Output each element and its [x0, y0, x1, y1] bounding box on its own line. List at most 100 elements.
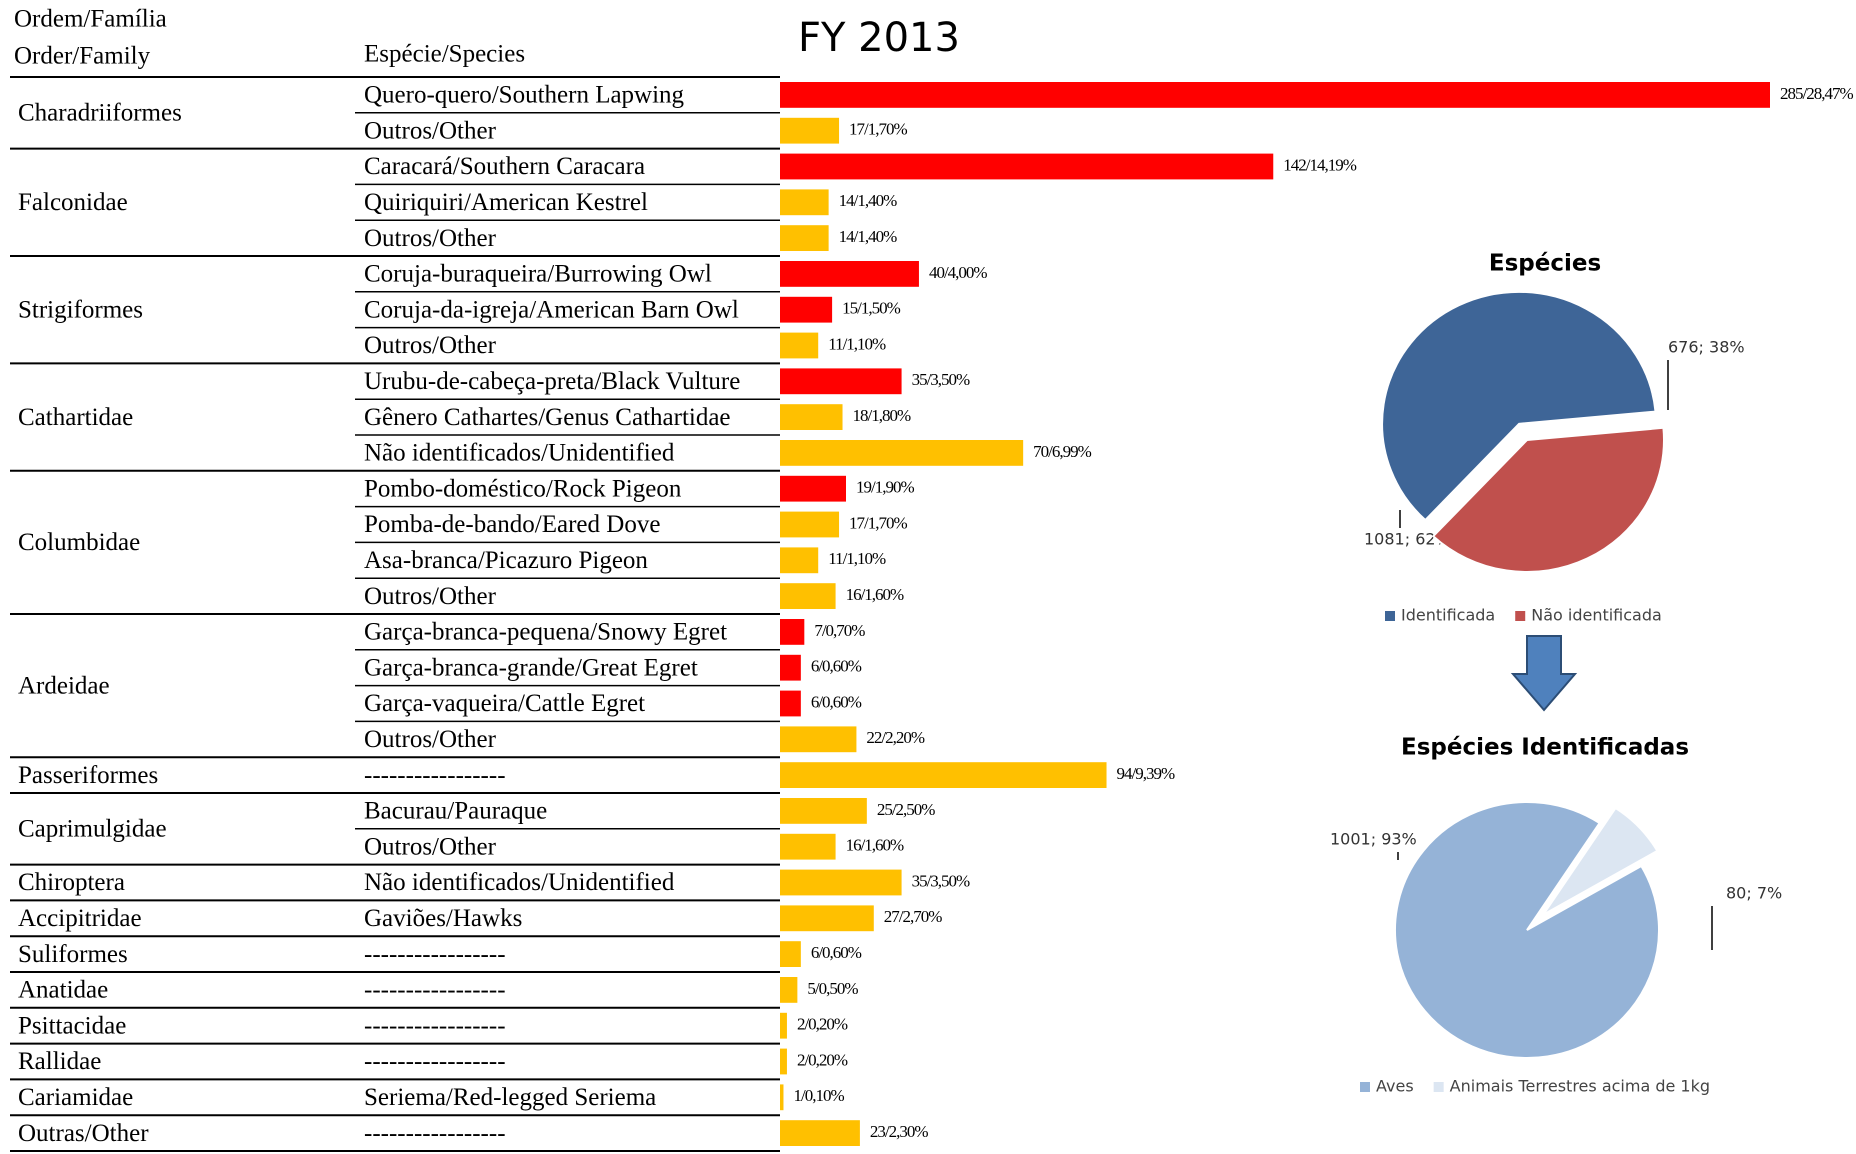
species-header: Espécie/Species — [364, 41, 525, 68]
family-label: Psittacidae — [18, 1012, 126, 1039]
value-label: 6/0,60% — [811, 657, 862, 676]
value-label: 35/3,50% — [912, 871, 970, 890]
value-label: 2/0,20% — [797, 1050, 848, 1069]
family-label: Anatidae — [18, 977, 108, 1004]
value-label: 40/4,00% — [929, 263, 987, 282]
value-label: 1/0,10% — [793, 1086, 844, 1105]
family-header: Ordem/Família — [14, 6, 167, 33]
legend-label: Animais Terrestres acima de 1kg — [1450, 1077, 1710, 1096]
pie-slice — [1394, 801, 1660, 1059]
family-label: Charadriiformes — [18, 100, 182, 127]
value-label: 16/1,60% — [846, 836, 904, 855]
pie-value-label: 80; 7% — [1726, 884, 1782, 903]
value-label: 70/6,99% — [1033, 442, 1091, 461]
bar — [780, 475, 846, 502]
bar — [780, 153, 1274, 180]
bar — [780, 82, 1770, 108]
pie-slice — [1542, 806, 1659, 916]
value-label: 22/2,20% — [866, 728, 924, 747]
family-label: Falconidae — [18, 189, 128, 216]
family-label: Suliformes — [18, 941, 128, 968]
value-label: 7/0,70% — [814, 621, 865, 640]
bar — [780, 833, 836, 860]
species-label: Pomba-de-bando/Eared Dove — [364, 511, 660, 538]
bar — [780, 511, 840, 538]
pie-value-label: 676; 38% — [1668, 338, 1745, 357]
value-label: 14/1,40% — [839, 227, 897, 246]
species-label: Bacurau/Pauraque — [364, 798, 547, 825]
species-label: Caracará/Southern Caracara — [364, 153, 645, 180]
family-label: Strigiformes — [18, 296, 143, 323]
bar — [780, 941, 801, 967]
legend-swatch — [1385, 611, 1395, 621]
value-label: 16/1,60% — [846, 585, 904, 604]
species-label: Outros/Other — [364, 332, 497, 359]
species-label: Outros/Other — [364, 726, 497, 753]
family-label: Outras/Other — [18, 1120, 149, 1147]
bar — [780, 619, 805, 645]
bar — [780, 117, 840, 144]
legend-label: Aves — [1376, 1077, 1414, 1096]
bar — [780, 368, 902, 395]
species-label: Pombo-doméstico/Rock Pigeon — [364, 475, 682, 502]
legend-swatch — [1360, 1082, 1370, 1092]
value-label: 2/0,20% — [797, 1015, 848, 1034]
page-title: FY 2013 — [798, 15, 960, 61]
species-label: ----------------- — [364, 1048, 506, 1075]
species-label: ----------------- — [364, 1120, 506, 1147]
bar — [780, 654, 801, 681]
family-label: Rallidae — [18, 1048, 101, 1075]
bar — [780, 1048, 787, 1075]
species-label: Quero-quero/Southern Lapwing — [364, 82, 685, 109]
species-label: Outros/Other — [364, 117, 497, 144]
species-label: Seriema/Red-legged Seriema — [364, 1084, 656, 1111]
bar — [780, 1012, 787, 1039]
family-label: Passeriformes — [18, 762, 158, 789]
value-label: 142/14,19% — [1283, 155, 1356, 174]
bar — [780, 296, 833, 323]
value-label: 6/0,60% — [811, 692, 862, 711]
value-label: 23/2,30% — [870, 1122, 928, 1141]
species-label: Urubu-de-cabeça-preta/Black Vulture — [364, 368, 740, 395]
value-label: 19/1,90% — [856, 478, 914, 497]
family-label: Cariamidae — [18, 1084, 133, 1111]
species-label: Garça-vaqueira/Cattle Egret — [364, 690, 645, 717]
species-label: Asa-branca/Picazuro Pigeon — [364, 547, 648, 574]
bar — [780, 726, 857, 753]
species-label: ----------------- — [364, 762, 506, 789]
bar — [780, 261, 919, 287]
species-label: Não identificados/Unidentified — [364, 440, 675, 467]
species-label: ----------------- — [364, 1012, 506, 1039]
value-label: 285/28,47% — [1780, 84, 1853, 103]
bar — [780, 332, 819, 359]
species-label: Garça-branca-pequena/Snowy Egret — [364, 619, 727, 646]
value-label: 14/1,40% — [839, 191, 897, 210]
legend-swatch — [1515, 611, 1526, 621]
pie-value-label: 1081; 62% — [1364, 530, 1451, 549]
value-label: 27/2,70% — [884, 907, 942, 926]
value-label: 94/9,39% — [1117, 764, 1175, 783]
pie-slice — [1381, 290, 1657, 522]
family-label: Cathartidae — [18, 404, 133, 431]
bar — [780, 762, 1107, 788]
bar — [780, 440, 1024, 466]
bar — [780, 1084, 784, 1111]
bar — [780, 905, 874, 932]
arrow — [1510, 635, 1578, 712]
species-label: ----------------- — [364, 941, 506, 968]
legend-label: Identificada — [1401, 606, 1495, 625]
value-label: 18/1,80% — [853, 406, 911, 425]
legend-swatch — [1433, 1082, 1444, 1092]
species-label: Coruja-buraqueira/Burrowing Owl — [364, 261, 712, 288]
species-label: Quiriquiri/American Kestrel — [364, 189, 648, 216]
bar — [780, 977, 798, 1003]
species-label: Outros/Other — [364, 225, 497, 252]
species-label: Gênero Cathartes/Genus Cathartidae — [364, 404, 731, 431]
family-label: Chiroptera — [18, 869, 125, 896]
value-label: 15/1,50% — [842, 299, 900, 318]
family-header: Order/Family — [14, 43, 151, 70]
value-label: 25/2,50% — [877, 800, 935, 819]
pie-title: Espécies Identificadas — [1401, 735, 1689, 761]
pie-title: Espécies — [1489, 251, 1601, 277]
